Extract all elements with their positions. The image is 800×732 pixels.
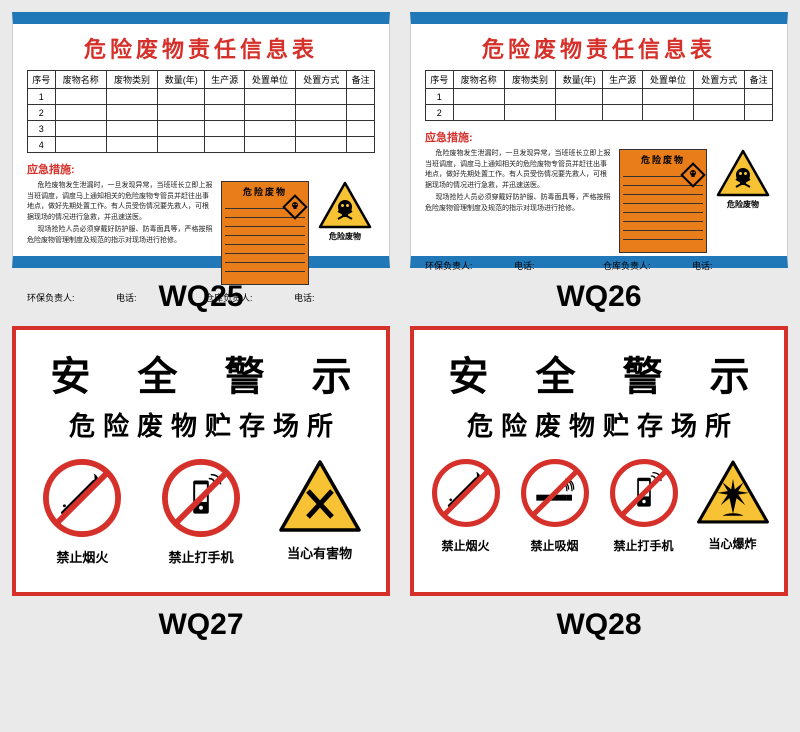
measures-text: 危险废物发生泄漏时，一旦发现异常，当班班长立即上报当班调度，调度马上通知相关的危… [27, 181, 215, 285]
col-6: 处置方式 [296, 71, 347, 89]
tri-label: 危险废物 [329, 231, 361, 242]
info-card-wq25: 危险废物责任信息表 序号 废物名称 废物类别 数量(年) 生产源 处置单位 处置… [12, 12, 390, 268]
row-num: 2 [426, 105, 454, 121]
measures-label: 应急措施: [425, 129, 773, 145]
col-5: 处置单位 [642, 71, 693, 89]
no-fire-icon [432, 459, 500, 527]
col-3: 数量(年) [158, 71, 205, 89]
no-phone-label: 禁止打手机 [613, 537, 673, 554]
info-card-wq26: 危险废物责任信息表 序号 废物名称 废物类别 数量(年) 生产源 处置单位 处置… [410, 12, 788, 268]
col-2: 废物类别 [504, 71, 555, 89]
info-title: 危险废物责任信息表 [27, 32, 375, 64]
col-7: 备注 [745, 71, 773, 89]
info-table: 序号 废物名称 废物类别 数量(年) 生产源 处置单位 处置方式 备注 1 2 [425, 70, 773, 121]
row-num: 1 [28, 89, 56, 105]
footer-a: 环保负责人: [425, 259, 506, 272]
caution-explode-item: 当心爆炸 [691, 459, 774, 554]
skull-icon [688, 169, 698, 179]
footer-c: 仓库负责人: [603, 259, 684, 272]
skull-icon [290, 201, 300, 211]
measures-body: 危险废物发生泄漏时，一旦发现异常，当班班长立即上报当班调度，调度马上通知相关的危… [425, 149, 773, 253]
no-phone-item: 禁止打手机 [602, 459, 685, 554]
hazard-label: 危险废物 [221, 181, 309, 285]
caution-explode-label: 当心爆炸 [708, 535, 756, 552]
caution-harm-label: 当心有害物 [287, 543, 352, 562]
footer-a: 环保负责人: [27, 291, 108, 304]
caution-harm-icon [278, 459, 362, 533]
row-num: 3 [28, 121, 56, 137]
no-phone-icon [162, 459, 240, 537]
no-phone-item: 禁止打手机 [145, 459, 258, 566]
no-fire-item: 禁止烟火 [26, 459, 139, 566]
no-smoke-item: 禁止吸烟 [513, 459, 596, 554]
safety-subtitle: 危险废物贮存场所 [61, 406, 341, 443]
no-fire-item: 禁止烟火 [424, 459, 507, 554]
col-6: 处置方式 [694, 71, 745, 89]
col-0: 序号 [426, 71, 454, 89]
safety-title: 安 全 警 示 [32, 344, 369, 402]
no-phone-icon [610, 459, 678, 527]
col-0: 序号 [28, 71, 56, 89]
col-5: 处置单位 [244, 71, 295, 89]
footer-d: 电话: [294, 291, 375, 304]
info-title: 危险废物责任信息表 [425, 32, 773, 64]
safety-card-wq28: 安 全 警 示 危险废物贮存场所 禁止烟火 禁止吸烟 [410, 326, 788, 596]
caution-harm-item: 当心有害物 [263, 459, 376, 566]
col-4: 生产源 [603, 71, 642, 89]
caution-explode-icon [696, 459, 770, 525]
warning-triangle: 危险废物 [713, 149, 773, 253]
col-3: 数量(年) [556, 71, 603, 89]
col-1: 废物名称 [55, 71, 106, 89]
col-2: 废物类别 [106, 71, 157, 89]
safety-title: 安 全 警 示 [430, 344, 767, 402]
footer-b: 电话: [116, 291, 197, 304]
col-1: 废物名称 [453, 71, 504, 89]
col-4: 生产源 [205, 71, 244, 89]
no-smoke-icon [521, 459, 589, 527]
row-num: 1 [426, 89, 454, 105]
tri-label: 危险废物 [727, 199, 759, 210]
footer-row: 环保负责人: 电话: 仓库负责人: 电话: [425, 259, 773, 272]
triangle-warning-icon [318, 181, 372, 229]
row-num: 2 [28, 105, 56, 121]
safety-subtitle: 危险废物贮存场所 [459, 406, 739, 443]
no-smoke-label: 禁止吸烟 [530, 537, 578, 554]
icon-row: 禁止烟火 禁止打手机 当心有害物 [26, 459, 376, 566]
footer-b: 电话: [514, 259, 595, 272]
footer-d: 电话: [692, 259, 773, 272]
footer-row: 环保负责人: 电话: 仓库负责人: 电话: [27, 291, 375, 304]
code-wq26: WQ26 [410, 276, 788, 318]
no-fire-icon [43, 459, 121, 537]
measures-body: 危险废物发生泄漏时，一旦发现异常，当班班长立即上报当班调度，调度马上通知相关的危… [27, 181, 375, 285]
no-phone-label: 禁止打手机 [169, 547, 234, 566]
warning-triangle: 危险废物 [315, 181, 375, 285]
no-fire-label: 禁止烟火 [441, 537, 489, 554]
info-table: 序号 废物名称 废物类别 数量(年) 生产源 处置单位 处置方式 备注 1 2 … [27, 70, 375, 153]
hazard-label: 危险废物 [619, 149, 707, 253]
measures-text: 危险废物发生泄漏时，一旦发现异常，当班班长立即上报当班调度，调度马上通知相关的危… [425, 149, 613, 253]
col-7: 备注 [347, 71, 375, 89]
row-num: 4 [28, 137, 56, 153]
safety-card-wq27: 安 全 警 示 危险废物贮存场所 禁止烟火 禁止打手机 [12, 326, 390, 596]
footer-c: 仓库负责人: [205, 291, 286, 304]
code-wq28: WQ28 [410, 604, 788, 646]
no-fire-label: 禁止烟火 [56, 547, 108, 566]
triangle-warning-icon [716, 149, 770, 197]
code-wq27: WQ27 [12, 604, 390, 646]
measures-label: 应急措施: [27, 161, 375, 177]
icon-row: 禁止烟火 禁止吸烟 禁止打手机 [424, 459, 774, 554]
